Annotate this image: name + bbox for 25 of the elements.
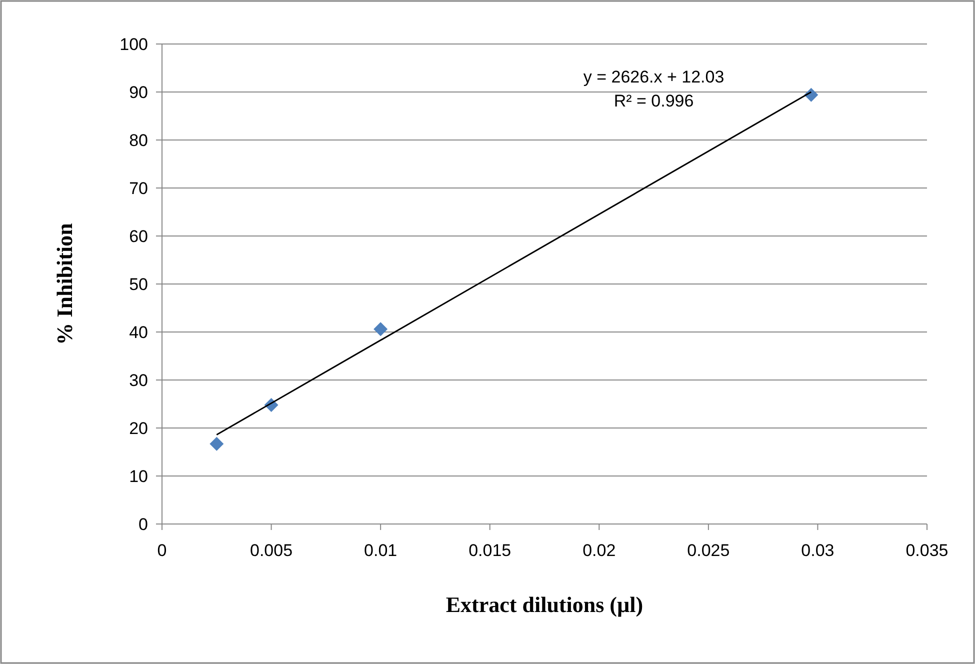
y-tick-label: 60 bbox=[129, 226, 148, 246]
y-tick-label: 70 bbox=[129, 178, 148, 198]
x-tick-label: 0.02 bbox=[582, 541, 616, 560]
y-tick-label: 50 bbox=[129, 274, 148, 294]
point bbox=[374, 322, 388, 336]
y-tick-label: 20 bbox=[129, 418, 148, 438]
x-tick-label: 0.015 bbox=[468, 541, 512, 560]
annotation: R² = 0.996 bbox=[614, 91, 694, 110]
y-tick-label: 100 bbox=[120, 34, 148, 54]
x-axis-title: Extract dilutions (µl) bbox=[446, 592, 644, 617]
y-tick-label: 10 bbox=[129, 466, 148, 486]
x-tick-label: 0.025 bbox=[687, 541, 730, 560]
point bbox=[210, 436, 224, 451]
x-tick-label: 0.01 bbox=[364, 541, 398, 560]
y-tick-label: 0 bbox=[138, 514, 148, 534]
x-tick-label: 0.005 bbox=[250, 541, 293, 560]
x-tick-label: 0 bbox=[157, 541, 167, 560]
annotation: y = 2626.x + 12.03 bbox=[583, 67, 724, 86]
x-tick-label: 0.03 bbox=[801, 541, 834, 560]
y-tick-label: 90 bbox=[129, 82, 148, 102]
y-tick-label: 30 bbox=[129, 370, 148, 390]
y-tick-label: 80 bbox=[129, 130, 148, 150]
y-axis-title: % Inhibition bbox=[52, 223, 77, 345]
x-tick-label: 0.035 bbox=[906, 541, 948, 560]
y-tick-label: 40 bbox=[129, 322, 148, 342]
